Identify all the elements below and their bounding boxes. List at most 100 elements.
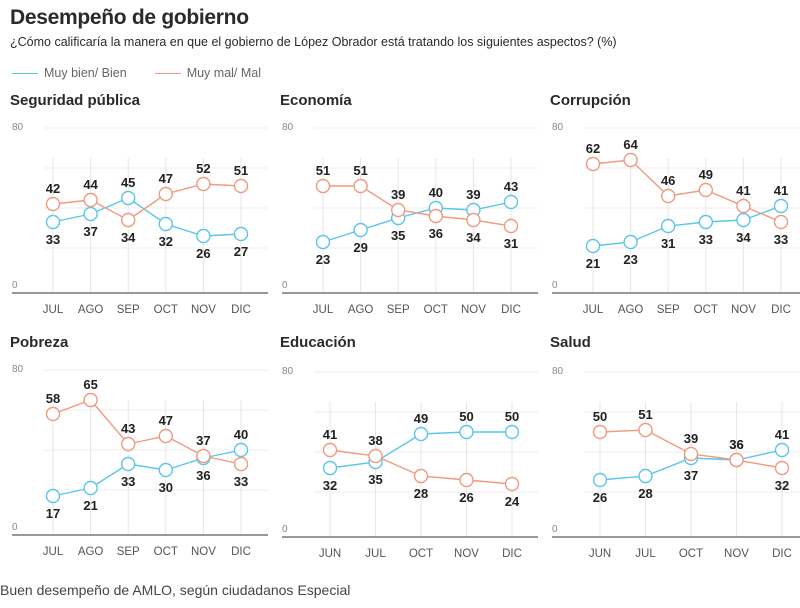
data-label: 42 <box>46 181 60 196</box>
x-tick-label: OCT <box>679 548 703 560</box>
data-label: 33 <box>234 474 248 489</box>
data-label: 32 <box>159 234 173 249</box>
x-tick-label: SEP <box>117 304 140 316</box>
data-point-good <box>698 214 714 230</box>
data-label: 31 <box>504 236 518 251</box>
x-tick-label: SEP <box>657 304 680 316</box>
data-label: 35 <box>391 228 405 243</box>
data-label: 40 <box>234 427 248 442</box>
data-label: 51 <box>316 163 330 178</box>
data-point-good <box>196 228 211 244</box>
y-tick-label: 80 <box>12 364 24 375</box>
line-chart: 0 80 JUL AGO SEP OCT NOV DIC 17 21 33 30 36 40 58 65 43 4… <box>12 364 268 558</box>
data-label: 33 <box>46 232 60 247</box>
data-point-bad <box>353 178 368 194</box>
data-point-bad <box>774 460 790 476</box>
x-tick-label: AGO <box>78 304 104 316</box>
data-point-good <box>774 442 790 458</box>
panel-title: Seguridad pública <box>10 92 141 109</box>
x-tick-label: JUN <box>589 548 611 560</box>
data-label: 41 <box>323 427 337 442</box>
data-point-bad <box>83 392 98 408</box>
data-label: 38 <box>368 433 382 448</box>
legend-swatch-bad <box>154 72 181 74</box>
panel-salud: Salud 0 80 JUN JUL OCT NOV DIC 26 28 37 36 41 50 51 39… <box>548 334 800 564</box>
line-chart: 0 80 JUN JUL OCT NOV DIC 32 35 49 50 50 41 38 28 26 24 <box>282 366 538 560</box>
data-point-bad <box>638 422 653 438</box>
data-point-bad <box>390 202 406 218</box>
panel-pobreza: Pobreza 0 80 JUL AGO SEP OCT NOV DIC 17 21 33 30 36 4… <box>8 334 270 564</box>
data-label: 21 <box>83 498 97 513</box>
x-tick-label: NOV <box>191 304 216 316</box>
data-point-bad <box>585 156 601 172</box>
data-point-good <box>773 198 789 214</box>
y-tick-label: 80 <box>282 122 294 133</box>
y-tick-label: 0 <box>552 280 558 291</box>
data-point-bad <box>683 446 699 462</box>
chart-title: Desempeño de gobierno <box>10 6 249 29</box>
legend-swatch-good <box>12 72 38 74</box>
data-point-bad <box>503 218 519 234</box>
series-line-good <box>592 205 782 247</box>
data-label: 46 <box>661 173 675 188</box>
data-point-bad <box>428 208 444 224</box>
data-point-bad <box>736 198 751 214</box>
series-line-bad <box>323 185 512 227</box>
panel-title: Corrupción <box>550 92 631 109</box>
data-point-good <box>45 488 61 504</box>
data-point-good <box>459 424 474 440</box>
data-point-good <box>120 190 136 206</box>
data-point-bad <box>459 472 474 488</box>
data-point-good <box>83 206 98 222</box>
data-point-good <box>45 214 61 230</box>
data-point-good <box>660 218 676 234</box>
data-label: 27 <box>234 244 248 259</box>
data-label: 62 <box>586 141 600 156</box>
data-point-bad <box>368 448 383 464</box>
data-label: 34 <box>466 230 481 245</box>
data-label: 41 <box>736 183 750 198</box>
data-label: 36 <box>196 468 210 483</box>
data-label: 28 <box>414 486 428 501</box>
panel-title: Economía <box>280 92 352 109</box>
x-tick-label: JUL <box>583 304 604 316</box>
data-label: 26 <box>459 490 473 505</box>
data-point-bad <box>158 186 174 202</box>
data-point-bad <box>322 442 338 458</box>
x-tick-label: DIC <box>231 546 251 558</box>
x-tick-label: SEP <box>387 304 410 316</box>
data-label: 32 <box>775 478 789 493</box>
data-label: 45 <box>121 175 135 190</box>
data-point-bad <box>660 188 676 204</box>
x-tick-label: JUL <box>635 548 656 560</box>
x-tick-label: AGO <box>348 304 374 316</box>
x-tick-label: DIC <box>772 548 792 560</box>
x-tick-label: NOV <box>724 548 749 560</box>
data-label: 49 <box>414 411 428 426</box>
x-tick-label: NOV <box>731 304 756 316</box>
x-tick-label: AGO <box>78 546 104 558</box>
data-label: 47 <box>159 171 173 186</box>
caption-text: Buen desempeño de AMLO, según ciudadanos <box>0 582 294 598</box>
y-tick-label: 0 <box>12 522 18 533</box>
data-label: 24 <box>505 494 520 509</box>
data-point-good <box>233 442 249 458</box>
data-label: 52 <box>196 161 210 176</box>
data-point-good <box>233 226 249 242</box>
x-tick-label: NOV <box>461 304 486 316</box>
series-line-good <box>52 197 242 237</box>
series-line-bad <box>52 183 242 221</box>
data-label: 41 <box>775 427 789 442</box>
data-point-good <box>585 238 601 254</box>
data-label: 29 <box>353 240 367 255</box>
line-chart: 0 80 JUL AGO SEP OCT NOV DIC 23 29 35 40 39 43 51 51 39 3… <box>282 122 538 316</box>
x-tick-label: OCT <box>424 304 448 316</box>
data-label: 39 <box>466 187 480 202</box>
data-point-good <box>736 212 751 228</box>
data-label: 50 <box>593 409 607 424</box>
data-label: 41 <box>774 183 788 198</box>
y-tick-label: 80 <box>12 122 24 133</box>
panel-title: Pobreza <box>10 334 69 351</box>
legend-label-good: Muy bien/ Bien <box>44 66 127 80</box>
